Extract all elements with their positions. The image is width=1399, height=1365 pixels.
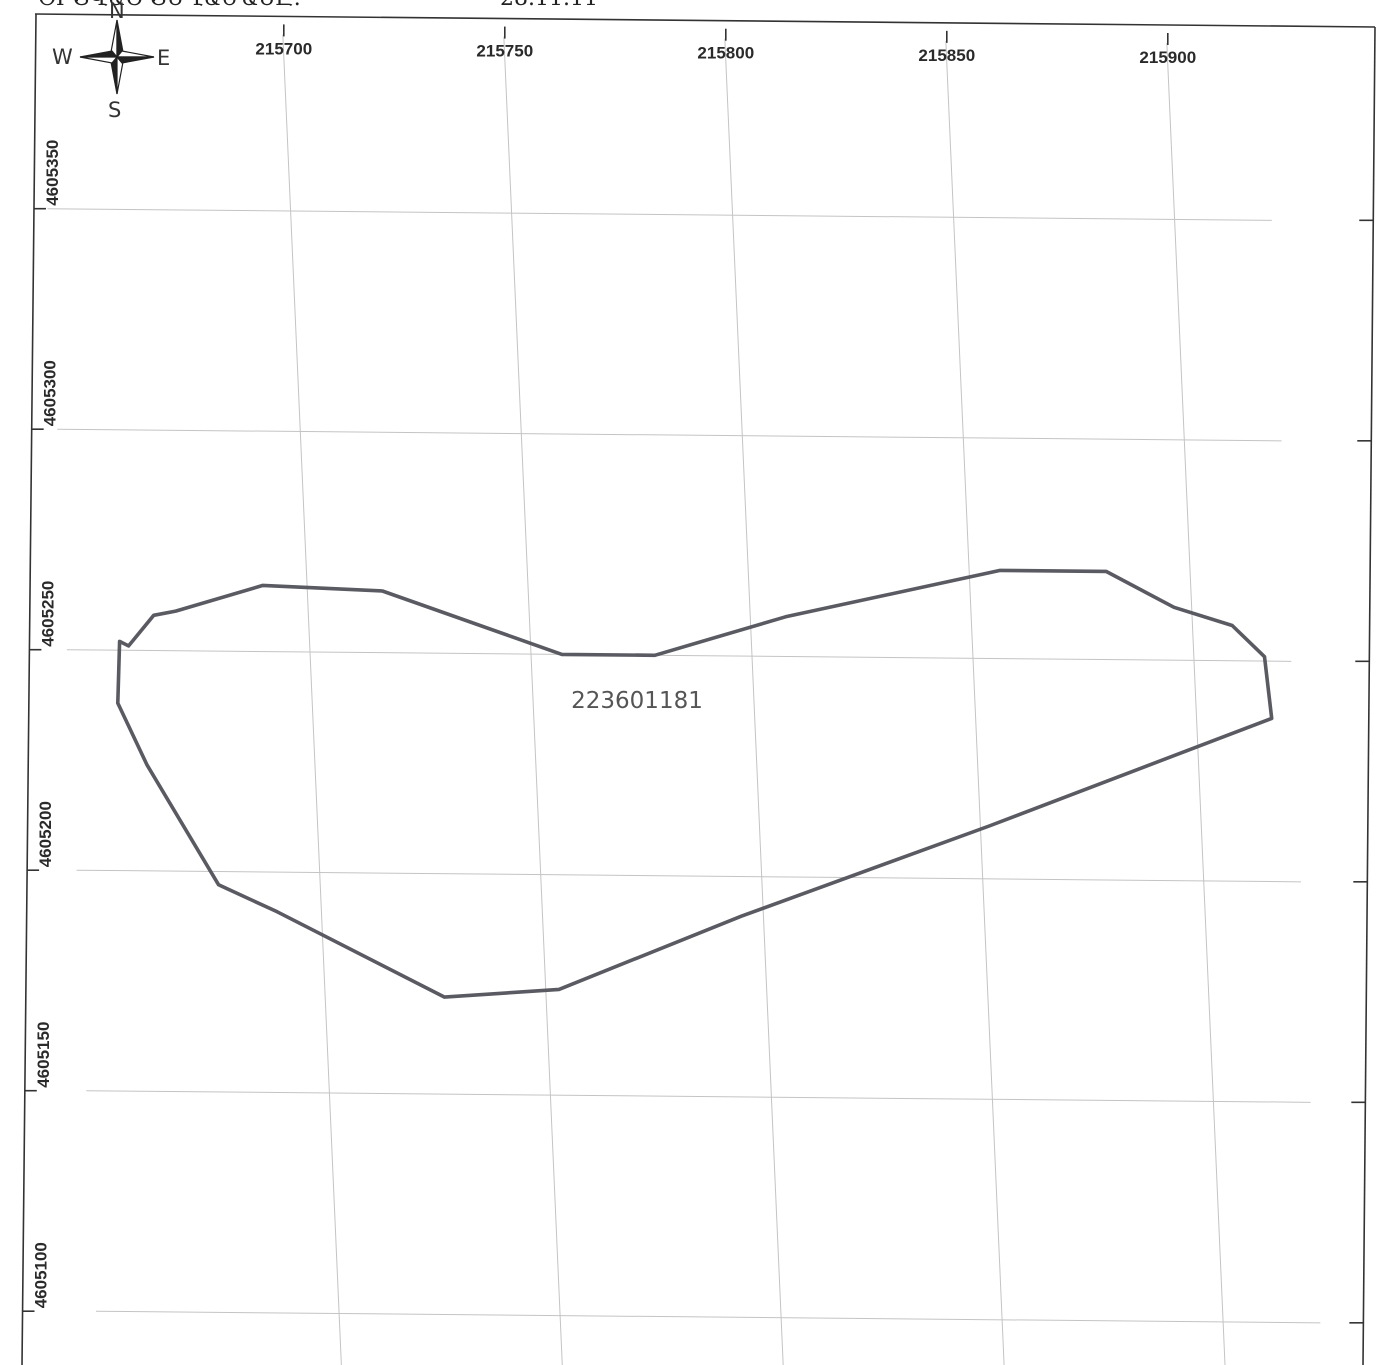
grid-line-horizontal [86,1091,1310,1103]
y-tick-label: 4605250 [38,581,57,647]
x-tick-label: 215850 [918,46,975,65]
grid-line-vertical [504,37,563,1365]
compass-south-letter: S [108,98,121,122]
x-tick-label: 215900 [1139,48,1196,67]
y-tick-label: 4605100 [32,1242,51,1308]
grid-line-vertical [946,41,1005,1365]
y-tick-label: 4605350 [43,140,62,206]
parcel-layer: 223601181 [118,570,1272,997]
compass-west-letter: W [52,45,73,69]
y-tick-label: 4605150 [34,1022,53,1088]
compass-east-letter: E [157,46,170,70]
y-tick-label: 4605200 [36,801,55,867]
compass-north-letter: N [109,0,125,23]
x-tick-label: 215750 [476,42,533,61]
grid-line-horizontal [57,429,1281,441]
grid-line-vertical [283,35,342,1365]
x-tick-label: 215800 [697,44,754,63]
parcel-boundary[interactable] [118,570,1272,997]
grid-line-horizontal [77,870,1301,882]
parcel-id-label: 223601181 [571,688,703,714]
grid-line-vertical [725,39,784,1365]
grid-line-horizontal [67,650,1291,662]
grid-line-horizontal [47,209,1271,221]
grid-line-vertical [1167,43,1226,1365]
north-arrow-compass-icon: N S E W [52,0,170,122]
y-tick-label: 4605300 [41,360,60,426]
x-tick-label: 215700 [255,39,312,58]
grid-line-horizontal [96,1311,1320,1323]
